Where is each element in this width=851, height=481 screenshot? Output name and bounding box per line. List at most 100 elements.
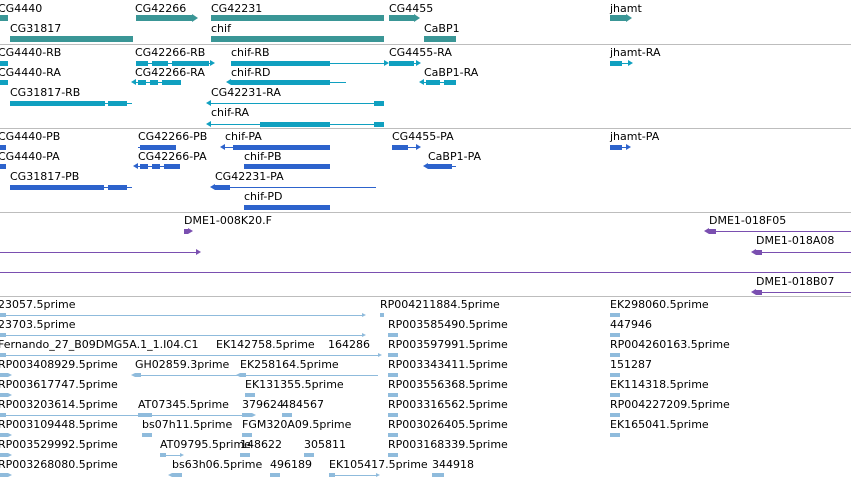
feature-block[interactable] xyxy=(150,79,158,85)
feature-block[interactable] xyxy=(0,373,8,377)
feature-label[interactable]: RP003268080.5prime xyxy=(0,458,118,471)
feature-block[interactable] xyxy=(388,353,398,357)
feature-label[interactable]: CG42266-PB xyxy=(138,130,208,143)
feature-label[interactable]: Fernando_27_B09DMG5A.1_1.I04.C1 xyxy=(0,338,199,351)
feature-label[interactable]: RP003556368.5prime xyxy=(388,378,508,391)
feature-block[interactable] xyxy=(10,184,104,190)
feature-block[interactable] xyxy=(240,453,250,457)
feature-label[interactable]: 305811 xyxy=(304,438,346,451)
feature-block[interactable] xyxy=(388,453,398,457)
feature-label[interactable]: CaBP1-RA xyxy=(424,66,479,79)
feature-block[interactable] xyxy=(172,60,209,66)
feature-block[interactable] xyxy=(260,121,330,127)
feature-label[interactable]: bs63h06.5prime xyxy=(172,458,263,471)
feature-block[interactable] xyxy=(756,249,762,255)
feature-block[interactable] xyxy=(610,413,620,417)
feature-block[interactable] xyxy=(610,144,622,150)
feature-label[interactable]: RP003168339.5prime xyxy=(388,438,508,451)
feature-block[interactable] xyxy=(0,15,8,21)
feature-block[interactable] xyxy=(0,60,8,66)
feature-block[interactable] xyxy=(138,79,146,85)
feature-label[interactable]: CG42266 xyxy=(135,2,187,15)
feature-block[interactable] xyxy=(0,144,6,150)
feature-block[interactable] xyxy=(136,60,148,66)
feature-label[interactable]: EK142758.5prime xyxy=(216,338,315,351)
feature-block[interactable] xyxy=(270,473,280,477)
feature-label[interactable]: AT07345.5prime xyxy=(138,398,229,411)
feature-label[interactable]: EK165041.5prime xyxy=(610,418,709,431)
feature-label[interactable]: CG4440 xyxy=(0,2,43,15)
feature-label[interactable]: 344918 xyxy=(432,458,474,471)
feature-label[interactable]: FGM320A09.5prime xyxy=(242,418,352,431)
feature-label[interactable]: 23057.5prime xyxy=(0,298,76,311)
feature-label[interactable]: RP004260163.5prime xyxy=(610,338,730,351)
feature-block[interactable] xyxy=(610,433,620,437)
feature-block[interactable] xyxy=(388,413,398,417)
feature-block[interactable] xyxy=(424,36,456,42)
feature-block[interactable] xyxy=(610,393,620,397)
feature-label[interactable]: DME1-018B07 xyxy=(756,275,835,288)
feature-block[interactable] xyxy=(0,79,8,85)
feature-label[interactable]: CG31817-RB xyxy=(10,86,81,99)
feature-block[interactable] xyxy=(152,60,168,66)
feature-label[interactable]: CG31817-PB xyxy=(10,170,80,183)
feature-block[interactable] xyxy=(231,60,330,66)
feature-block[interactable] xyxy=(136,15,192,21)
feature-block[interactable] xyxy=(432,473,444,477)
feature-label[interactable]: CG42231-RA xyxy=(211,86,281,99)
feature-block[interactable] xyxy=(0,313,6,317)
feature-label[interactable]: CG42231-PA xyxy=(215,170,284,183)
feature-label[interactable]: jhamt xyxy=(610,2,642,15)
feature-label[interactable]: 164286 xyxy=(328,338,370,351)
feature-block[interactable] xyxy=(233,144,330,150)
feature-block[interactable] xyxy=(0,163,6,169)
feature-label[interactable]: chif-PA xyxy=(225,130,262,143)
feature-block[interactable] xyxy=(428,163,452,169)
feature-label[interactable]: CG4455-PA xyxy=(392,130,454,143)
feature-label[interactable]: jhamt-RA xyxy=(610,46,661,59)
feature-label[interactable]: bs07h11.5prime xyxy=(142,418,233,431)
feature-label[interactable]: chif-RD xyxy=(231,66,271,79)
feature-block[interactable] xyxy=(211,36,384,42)
feature-label[interactable]: RP004227209.5prime xyxy=(610,398,730,411)
feature-block[interactable] xyxy=(184,228,188,234)
feature-block[interactable] xyxy=(610,15,626,21)
feature-label[interactable]: EK298060.5prime xyxy=(610,298,709,311)
feature-block[interactable] xyxy=(388,393,398,397)
feature-label[interactable]: 447946 xyxy=(610,318,652,331)
feature-label[interactable]: chif-RA xyxy=(211,106,250,119)
feature-label[interactable]: AT09795.5prime xyxy=(160,438,251,451)
feature-label[interactable]: RP003316562.5prime xyxy=(388,398,508,411)
feature-block[interactable] xyxy=(426,79,440,85)
feature-block[interactable] xyxy=(610,313,620,317)
feature-block[interactable] xyxy=(374,100,384,106)
feature-label[interactable]: RP004211884.5prime xyxy=(380,298,500,311)
feature-label[interactable]: 379624 xyxy=(242,398,284,411)
feature-block[interactable] xyxy=(304,453,314,457)
feature-block[interactable] xyxy=(329,473,335,477)
feature-block[interactable] xyxy=(388,373,398,377)
feature-block[interactable] xyxy=(138,413,152,417)
feature-label[interactable]: RP003408929.5prime xyxy=(0,358,118,371)
feature-block[interactable] xyxy=(0,413,6,417)
feature-block[interactable] xyxy=(388,433,398,437)
feature-block[interactable] xyxy=(610,60,622,66)
feature-block[interactable] xyxy=(610,333,620,337)
feature-label[interactable]: 148622 xyxy=(240,438,282,451)
feature-label[interactable]: DME1-018A08 xyxy=(756,234,835,247)
feature-label[interactable]: RP003026405.5prime xyxy=(388,418,508,431)
feature-block[interactable] xyxy=(240,373,246,377)
feature-label[interactable]: RP003585490.5prime xyxy=(388,318,508,331)
feature-block[interactable] xyxy=(244,163,330,169)
feature-block[interactable] xyxy=(0,453,8,457)
feature-block[interactable] xyxy=(242,413,252,417)
feature-block[interactable] xyxy=(388,333,398,337)
feature-label[interactable]: 23703.5prime xyxy=(0,318,76,331)
feature-block[interactable] xyxy=(108,184,127,190)
feature-label[interactable]: EK131355.5prime xyxy=(245,378,344,391)
feature-block[interactable] xyxy=(164,163,180,169)
feature-label[interactable]: CG42266-RA xyxy=(135,66,205,79)
feature-block[interactable] xyxy=(10,100,105,106)
feature-block[interactable] xyxy=(160,453,166,457)
feature-block[interactable] xyxy=(756,289,762,295)
